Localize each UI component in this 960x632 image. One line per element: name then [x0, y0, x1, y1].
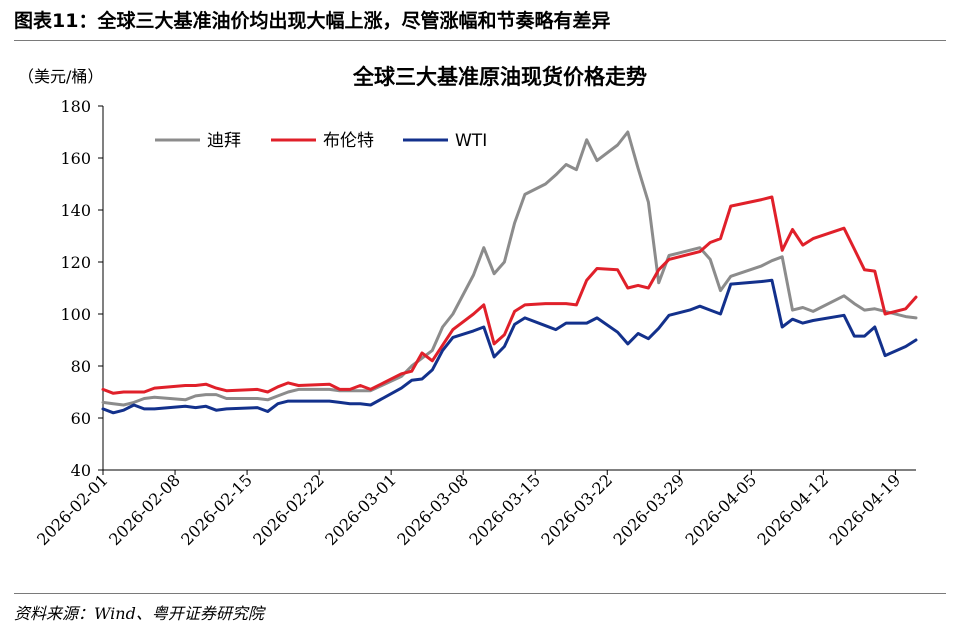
legend-label-1: 布伦特: [323, 131, 374, 151]
x-tick-label: 2026-04-19: [826, 470, 905, 549]
x-tick-label: 2026-02-15: [177, 470, 256, 549]
footer-rule: [14, 593, 946, 594]
legend-label-2: WTI: [455, 131, 487, 151]
series-lines: [101, 130, 918, 415]
x-tick-label: 2026-03-01: [321, 470, 400, 549]
x-tick-label: 2026-04-05: [682, 470, 761, 549]
axes: 40 60 80 100 120 140 160 180 2026-02-012026-02-0…: [33, 97, 916, 549]
y-tick-label: 160: [60, 149, 91, 168]
source-note: 资料来源：Wind、粤开证券研究院: [14, 604, 264, 623]
x-tick-label: 2026-03-15: [465, 470, 544, 549]
header-rule: [14, 40, 946, 41]
y-tick-label: 140: [60, 201, 91, 220]
chart-title: 全球三大基准原油现货价格走势: [352, 65, 647, 89]
x-tick-label: 2026-03-22: [537, 470, 616, 549]
x-tick-label: 2026-03-29: [609, 470, 688, 549]
y-tick-label: 60: [71, 409, 91, 428]
y-axis-unit-label: （美元/桶）: [18, 67, 103, 86]
x-tick-label: 2026-04-12: [754, 470, 833, 549]
y-tick-label: 80: [71, 357, 91, 376]
line-chart: 全球三大基准原油现货价格走势 （美元/桶） 40 60 80 100 120 140 160…: [18, 65, 918, 549]
x-tick-label: 2026-02-22: [249, 470, 328, 549]
series-line-1: [101, 195, 918, 395]
figure-title: 图表11：全球三大基准油价均出现大幅上涨，尽管涨幅和节奏略有差异: [14, 10, 611, 32]
y-tick-label: 120: [60, 253, 91, 272]
legend: 迪拜 布伦特 WTI: [155, 131, 487, 151]
x-tick-label: 2026-02-01: [33, 470, 112, 549]
y-tick-label: 40: [71, 461, 91, 480]
series-line-2: [101, 278, 918, 415]
y-tick-label: 100: [60, 305, 91, 324]
legend-label-0: 迪拜: [207, 131, 241, 151]
y-tick-label: 180: [60, 97, 91, 116]
x-tick-label: 2026-03-08: [393, 470, 472, 549]
series-line-0: [101, 130, 918, 407]
x-tick-label: 2026-02-08: [105, 470, 184, 549]
